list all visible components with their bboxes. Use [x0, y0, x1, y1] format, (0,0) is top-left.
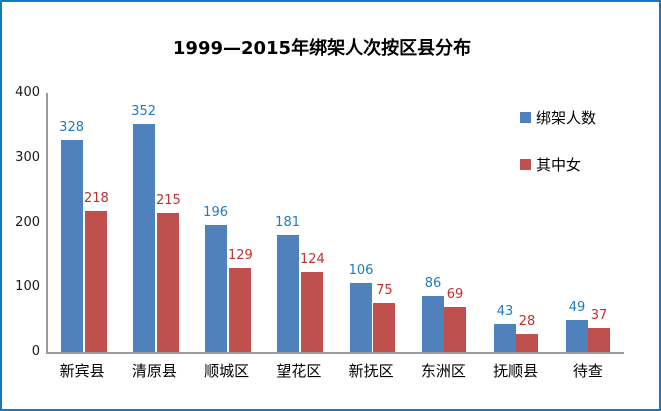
bar-col: 129 [228, 248, 253, 352]
bar-绑架人数-新抚区 [349, 283, 372, 352]
bar-其中女-新抚区 [373, 303, 396, 352]
bar-col: 218 [84, 191, 109, 352]
bar-group-8: 49 37 [552, 93, 624, 352]
bar-value-label: 37 [590, 308, 608, 323]
bar-value-label: 124 [300, 252, 325, 267]
bar-value-label: 328 [59, 120, 84, 135]
bar-value-label: 352 [131, 104, 156, 119]
bar-value-label: 106 [348, 263, 374, 278]
bar-group-4: 181 124 [264, 93, 336, 352]
bar-col: 75 [373, 283, 396, 352]
y-tick-label-0: 0 [31, 344, 40, 359]
bar-value-label: 69 [446, 287, 464, 302]
bar-绑架人数-东洲区 [422, 296, 444, 352]
bar-value-label: 75 [376, 283, 393, 298]
bar-col: 124 [300, 252, 325, 352]
x-label-抚顺县: 抚顺县 [493, 362, 539, 380]
bar-value-label: 28 [518, 314, 536, 329]
bar-col: 69 [444, 287, 466, 352]
legend: 绑架人数 其中女 [520, 108, 596, 202]
bar-其中女-清原县 [157, 213, 180, 352]
chart-title: 1999—2015年绑架人次按区县分布 [172, 38, 472, 59]
bar-col: 37 [588, 308, 610, 352]
bar-col: 86 [422, 276, 444, 352]
bar-col: 352 [131, 104, 156, 352]
y-tick-label-300: 300 [15, 149, 40, 165]
bar-col: 328 [59, 120, 84, 352]
x-label-新宾县: 新宾县 [59, 362, 105, 380]
bar-其中女-望花区 [301, 272, 324, 352]
legend-swatch-icon [520, 158, 531, 170]
bar-绑架人数-望花区 [276, 235, 299, 352]
bar-col: 49 [566, 300, 588, 352]
bar-其中女-东洲区 [444, 307, 466, 352]
bar-col: 181 [275, 215, 300, 352]
bar-col: 215 [156, 193, 181, 352]
x-axis-labels: 新宾县 清原县 顺城区 望花区 新抚区 东洲区 抚顺县 待查 [46, 360, 624, 381]
bar-绑架人数-新宾县 [60, 140, 83, 352]
y-tick-label-100: 100 [15, 279, 40, 295]
bar-其中女-顺城区 [229, 268, 252, 352]
bar-其中女-待查 [588, 328, 610, 352]
legend-label: 其中女 [536, 155, 582, 174]
legend-item-其中女: 其中女 [520, 155, 596, 174]
bar-value-label: 196 [203, 205, 228, 220]
bar-col: 28 [516, 314, 538, 352]
bar-其中女-抚顺县 [516, 334, 538, 352]
legend-swatch-icon [520, 111, 531, 123]
bar-value-label: 215 [156, 193, 181, 208]
bar-col: 196 [203, 205, 228, 352]
legend-item-绑架人数: 绑架人数 [520, 108, 597, 127]
x-label-东洲区: 东洲区 [420, 362, 466, 380]
bar-value-label: 129 [228, 248, 253, 263]
y-tick-label-400: 400 [15, 85, 40, 100]
plot-area: 328 218 352 215 196 129 181 124 106 75 86 69 43 28 49 3… [46, 93, 624, 354]
bar-其中女-新宾县 [85, 211, 108, 352]
bar-绑架人数-清原县 [132, 124, 155, 352]
bar-col: 43 [494, 304, 516, 352]
bar-绑架人数-抚顺县 [494, 324, 516, 352]
x-label-待查: 待查 [572, 362, 603, 380]
bar-value-label: 49 [568, 300, 586, 315]
bar-绑架人数-待查 [566, 320, 588, 352]
bar-group-2: 352 215 [120, 93, 192, 352]
bar-value-label: 86 [424, 276, 442, 291]
x-label-望花区: 望花区 [276, 362, 322, 380]
legend-label: 绑架人数 [536, 108, 597, 127]
bar-value-label: 43 [496, 304, 514, 319]
bar-group-7: 43 28 [480, 93, 552, 352]
bar-col: 106 [348, 263, 374, 352]
bar-group-6: 86 69 [408, 93, 480, 352]
x-label-新抚区: 新抚区 [348, 362, 394, 380]
x-label-顺城区: 顺城区 [204, 362, 250, 380]
bar-绑架人数-顺城区 [204, 225, 227, 352]
x-label-清原县: 清原县 [131, 362, 177, 380]
y-tick-label-200: 200 [15, 214, 40, 230]
bar-value-label: 218 [84, 191, 109, 206]
bar-group-1: 328 218 [48, 93, 120, 352]
bar-group-5: 106 75 [336, 93, 408, 352]
bar-group-3: 196 129 [192, 93, 264, 352]
bar-value-label: 181 [275, 215, 300, 230]
